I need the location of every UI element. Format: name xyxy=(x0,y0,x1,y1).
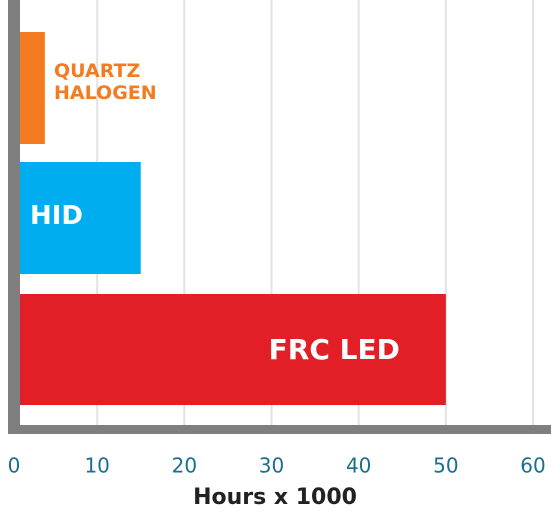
x-tick-label: 30 xyxy=(259,454,284,478)
bar xyxy=(20,32,45,144)
x-tick-label: 20 xyxy=(172,454,197,478)
bar-label: FRC LED xyxy=(268,333,400,366)
bar-label: QUARTZ HALOGEN xyxy=(54,60,157,104)
bar xyxy=(20,162,141,274)
x-tick-label: 50 xyxy=(433,454,458,478)
x-tick-label: 0 xyxy=(8,454,21,478)
x-tick-label: 60 xyxy=(520,454,545,478)
x-tick-label: 10 xyxy=(84,454,109,478)
bar-label: HID xyxy=(30,201,84,231)
y-axis-line xyxy=(8,0,20,433)
x-tick-label: 40 xyxy=(346,454,371,478)
x-axis-line xyxy=(8,425,551,434)
bar xyxy=(20,294,446,405)
x-axis-label: Hours x 1000 xyxy=(193,485,357,510)
